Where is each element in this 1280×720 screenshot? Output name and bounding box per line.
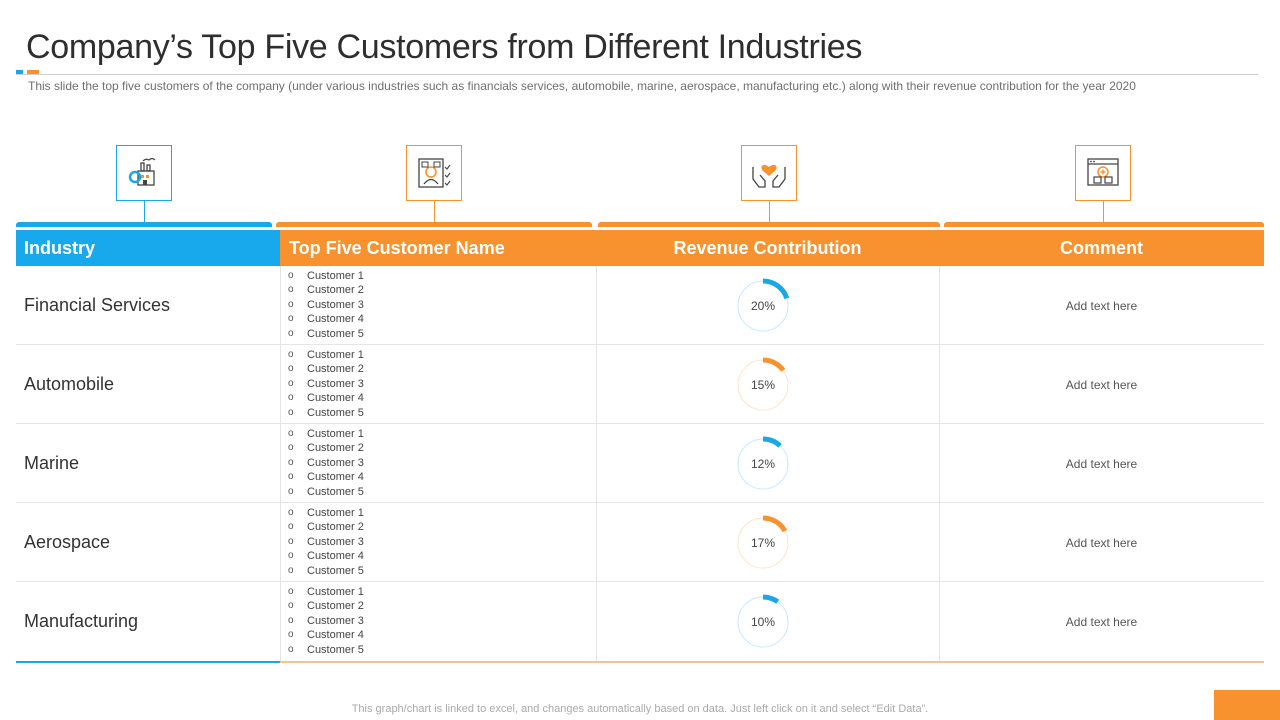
customer-item: Customer 1: [288, 269, 364, 284]
hands-heart-icon: [741, 145, 797, 201]
connector-line: [1103, 201, 1104, 222]
factory-icon: [116, 145, 172, 201]
corner-accent: [1214, 690, 1280, 720]
connector-line: [434, 201, 435, 222]
title-divider: [16, 74, 1258, 75]
customer-item: Customer 3: [288, 535, 364, 550]
customer-item: Customer 2: [288, 520, 364, 535]
column-top-bar: [16, 222, 272, 227]
table-row: ManufacturingCustomer 1Customer 2Custome…: [16, 582, 1264, 661]
page-title: Company’s Top Five Customers from Differ…: [26, 28, 863, 66]
table-bottom-rule: [280, 661, 1264, 663]
customer-item: Customer 5: [288, 406, 364, 421]
donut-arc: [735, 278, 791, 334]
industry-name: Manufacturing: [24, 611, 139, 631]
customer-item: Customer 2: [288, 599, 364, 614]
column-top-bar: [276, 222, 592, 227]
header-revenue-contribution: Revenue Contribution: [596, 230, 939, 266]
customer-list: Customer 1Customer 2Customer 3Customer 4…: [288, 269, 364, 341]
donut-arc: [735, 515, 791, 571]
title-accent-blue: [16, 70, 23, 75]
customer-item: Customer 3: [288, 614, 364, 629]
donut-arc: [735, 436, 791, 492]
header-customer-name: Top Five Customer Name: [280, 230, 596, 266]
customer-list: Customer 1Customer 2Customer 3Customer 4…: [288, 427, 364, 499]
customer-item: Customer 1: [288, 585, 364, 600]
column-top-bar: [598, 222, 940, 227]
table-bottom-rule: [16, 661, 280, 663]
industry-name: Automobile: [24, 374, 115, 394]
customer-item: Customer 1: [288, 506, 364, 521]
donut-arc: [735, 594, 791, 650]
comment-text: Add text here: [1065, 456, 1138, 471]
industry-name: Aerospace: [24, 532, 111, 552]
header-comment: Comment: [939, 230, 1264, 266]
revenue-percentage: 15%: [750, 378, 776, 392]
comment-text: Add text here: [1065, 377, 1138, 392]
revenue-donut: [735, 594, 791, 650]
revenue-percentage: 17%: [750, 536, 776, 550]
customer-list: Customer 1Customer 2Customer 3Customer 4…: [288, 348, 364, 420]
customer-item: Customer 2: [288, 441, 364, 456]
table-row: Automobile Customer 1Customer 2Customer 3…: [16, 345, 1264, 424]
table-row: MarineCustomer 1Customer 2Customer 3Cust…: [16, 424, 1264, 503]
header-industry: Industry: [16, 230, 280, 266]
customer-item: Customer 4: [288, 470, 364, 485]
customer-item: Customer 4: [288, 312, 364, 327]
customer-item: Customer 2: [288, 283, 364, 298]
industry-name: Marine: [24, 453, 80, 473]
customer-list: Customer 1Customer 2Customer 3Customer 4…: [288, 585, 364, 657]
page-subtitle: This slide the top five customers of the…: [28, 79, 1136, 93]
customer-item: Customer 4: [288, 391, 364, 406]
revenue-percentage: 12%: [750, 457, 776, 471]
column-divider: [596, 266, 597, 662]
customer-item: Customer 5: [288, 643, 364, 658]
title-accent-orange: [27, 70, 39, 75]
revenue-percentage: 20%: [750, 299, 776, 313]
revenue-donut: [735, 515, 791, 571]
connector-line: [144, 201, 145, 222]
customer-item: Customer 3: [288, 298, 364, 313]
customer-item: Customer 1: [288, 348, 364, 363]
customer-item: Customer 3: [288, 377, 364, 392]
comment-text: Add text here: [1065, 535, 1138, 550]
footer-note: This graph/chart is linked to excel, and…: [351, 703, 929, 715]
industry-name: Financial Services: [24, 295, 171, 315]
customer-item: Customer 3: [288, 456, 364, 471]
web-package-icon: [1075, 145, 1131, 201]
connector-line: [769, 201, 770, 222]
revenue-percentage: 10%: [750, 615, 776, 629]
table-row: Financial ServicesCustomer 1Customer 2Cu…: [16, 266, 1264, 345]
customer-item: Customer 5: [288, 327, 364, 342]
customer-list: Customer 1Customer 2Customer 3Customer 4…: [288, 506, 364, 578]
donut-arc: [735, 357, 791, 413]
revenue-donut: [735, 278, 791, 334]
customer-item: Customer 5: [288, 564, 364, 579]
column-top-bar: [944, 222, 1264, 227]
revenue-donut: [735, 357, 791, 413]
column-divider: [280, 266, 281, 662]
table-row: AerospaceCustomer 1Customer 2Customer 3C…: [16, 503, 1264, 582]
customer-item: Customer 1: [288, 427, 364, 442]
comment-text: Add text here: [1065, 614, 1138, 629]
customer-item: Customer 2: [288, 362, 364, 377]
customer-item: Customer 4: [288, 628, 364, 643]
revenue-donut: [735, 436, 791, 492]
column-divider: [939, 266, 940, 662]
customer-item: Customer 5: [288, 485, 364, 500]
customer-item: Customer 4: [288, 549, 364, 564]
customer-profile-icon: [406, 145, 462, 201]
comment-text: Add text here: [1065, 298, 1138, 313]
